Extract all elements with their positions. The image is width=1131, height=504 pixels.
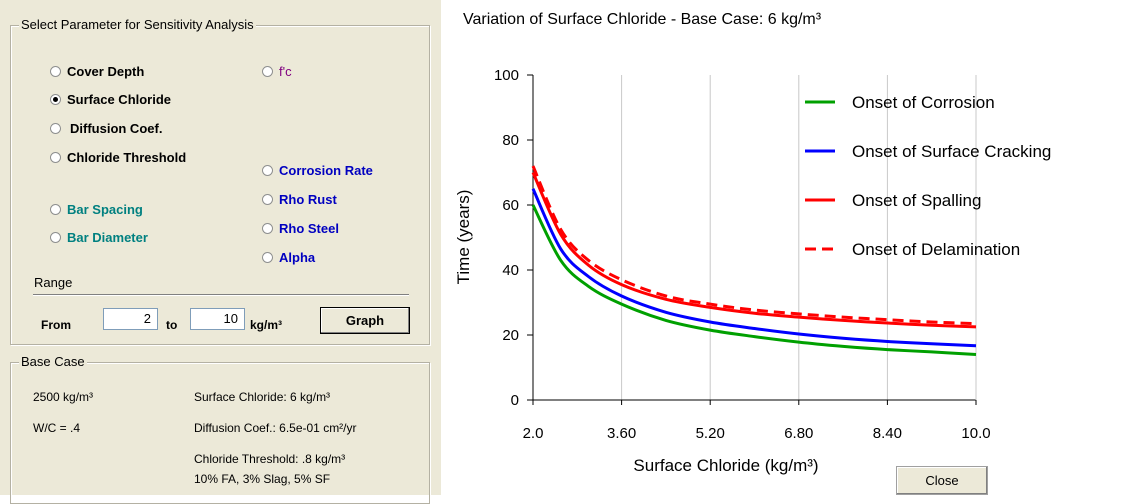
- y-tick-label: 0: [511, 392, 519, 409]
- radio-icon[interactable]: [262, 252, 273, 263]
- series-line: [531, 171, 977, 329]
- surface-chloride-value: Surface Chloride: 6 kg/m³: [194, 390, 331, 404]
- graph-button[interactable]: Graph: [320, 307, 410, 334]
- threshold-value: Chloride Threshold: .8 kg/m³: [194, 452, 346, 466]
- radio-icon[interactable]: [50, 152, 61, 163]
- chart-axes: 2.0 3.60 5.20 6.80 8.40 10.0 0 20 40 60 80 100: [494, 67, 991, 442]
- range-from-label: From: [41, 318, 71, 332]
- parameter-panel: Select Parameter for Sensitivity Analysi…: [0, 0, 441, 504]
- option-label: Bar Diameter: [67, 230, 148, 245]
- range-title: Range: [34, 275, 73, 290]
- chart-legend: Onset of Corrosion Onset of Surface Crack…: [805, 93, 1051, 259]
- option-chloride-threshold[interactable]: Chloride Threshold: [50, 150, 186, 165]
- option-label: Chloride Threshold: [67, 150, 187, 165]
- option-label: Corrosion Rate: [279, 163, 373, 178]
- option-fc[interactable]: f'c: [262, 64, 292, 79]
- option-label: Rho Steel: [279, 221, 339, 236]
- density-value: 2500 kg/m³: [33, 390, 94, 404]
- legend-label: Onset of Surface Cracking: [852, 142, 1051, 161]
- series-line: [531, 204, 977, 356]
- radio-icon[interactable]: [262, 165, 273, 176]
- option-label: Surface Chloride: [67, 92, 172, 107]
- option-surface-chloride[interactable]: Surface Chloride: [50, 92, 171, 107]
- close-button[interactable]: Close: [896, 466, 988, 495]
- range-to-input[interactable]: 10: [190, 308, 245, 330]
- radio-icon[interactable]: [262, 223, 273, 234]
- base-case-title: Base Case: [19, 354, 87, 369]
- chart-grid: [621, 75, 888, 400]
- option-diffusion-coef[interactable]: Diffusion Coef.: [50, 121, 162, 136]
- legend-label: Onset of Delamination: [852, 240, 1020, 259]
- chart-title: Variation of Surface Chloride - Base Cas…: [463, 11, 822, 28]
- radio-icon[interactable]: [50, 66, 61, 77]
- option-rho-rust[interactable]: Rho Rust: [262, 192, 337, 207]
- radio-icon[interactable]: [50, 232, 61, 243]
- parameter-group-title: Select Parameter for Sensitivity Analysi…: [19, 17, 256, 32]
- radio-icon[interactable]: [50, 123, 61, 134]
- option-label: Diffusion Coef.: [70, 121, 163, 136]
- option-label: f'c: [279, 64, 292, 79]
- x-tick-label: 10.0: [961, 425, 990, 442]
- range-divider: [33, 294, 409, 296]
- option-label: Cover Depth: [67, 64, 145, 79]
- legend-label: Onset of Spalling: [852, 191, 981, 210]
- x-tick-label: 2.0: [523, 425, 544, 442]
- x-tick-label: 3.60: [607, 425, 636, 442]
- option-alpha[interactable]: Alpha: [262, 250, 315, 265]
- diffusion-value: Diffusion Coef.: 6.5e-01 cm²/yr: [194, 421, 357, 435]
- sensitivity-chart: Variation of Surface Chloride - Base Cas…: [454, 11, 1051, 475]
- x-tick-label: 8.40: [873, 425, 902, 442]
- option-label: Rho Rust: [279, 192, 337, 207]
- x-tick-label: 5.20: [696, 425, 725, 442]
- x-axis-label: Surface Chloride (kg/m³): [633, 456, 818, 475]
- range-from-input[interactable]: 2: [103, 308, 158, 330]
- y-tick-label: 100: [494, 67, 519, 84]
- radio-icon[interactable]: [50, 204, 61, 215]
- series-line: [531, 165, 977, 326]
- radio-selected-icon[interactable]: [50, 94, 61, 105]
- radio-icon[interactable]: [262, 66, 273, 77]
- wc-value: W/C = .4: [33, 421, 81, 435]
- y-tick-label: 40: [502, 262, 519, 279]
- option-rho-steel[interactable]: Rho Steel: [262, 221, 339, 236]
- range-unit-label: kg/m³: [250, 318, 283, 332]
- y-tick-label: 80: [502, 132, 519, 149]
- x-tick-label: 6.80: [784, 425, 813, 442]
- chart-series: [531, 165, 977, 356]
- option-corrosion-rate[interactable]: Corrosion Rate: [262, 163, 373, 178]
- legend-label: Onset of Corrosion: [852, 93, 995, 112]
- range-to-label: to: [166, 318, 178, 332]
- mix-value: 10% FA, 3% Slag, 5% SF: [194, 472, 331, 486]
- y-tick-label: 60: [502, 197, 519, 214]
- option-label: Alpha: [279, 250, 316, 265]
- option-label: Bar Spacing: [67, 202, 143, 217]
- option-bar-diameter[interactable]: Bar Diameter: [50, 230, 148, 245]
- option-cover-depth[interactable]: Cover Depth: [50, 64, 144, 79]
- y-tick-label: 20: [502, 327, 519, 344]
- option-bar-spacing[interactable]: Bar Spacing: [50, 202, 143, 217]
- y-axis-label: Time (years): [454, 190, 473, 285]
- radio-icon[interactable]: [262, 194, 273, 205]
- series-line: [531, 188, 977, 348]
